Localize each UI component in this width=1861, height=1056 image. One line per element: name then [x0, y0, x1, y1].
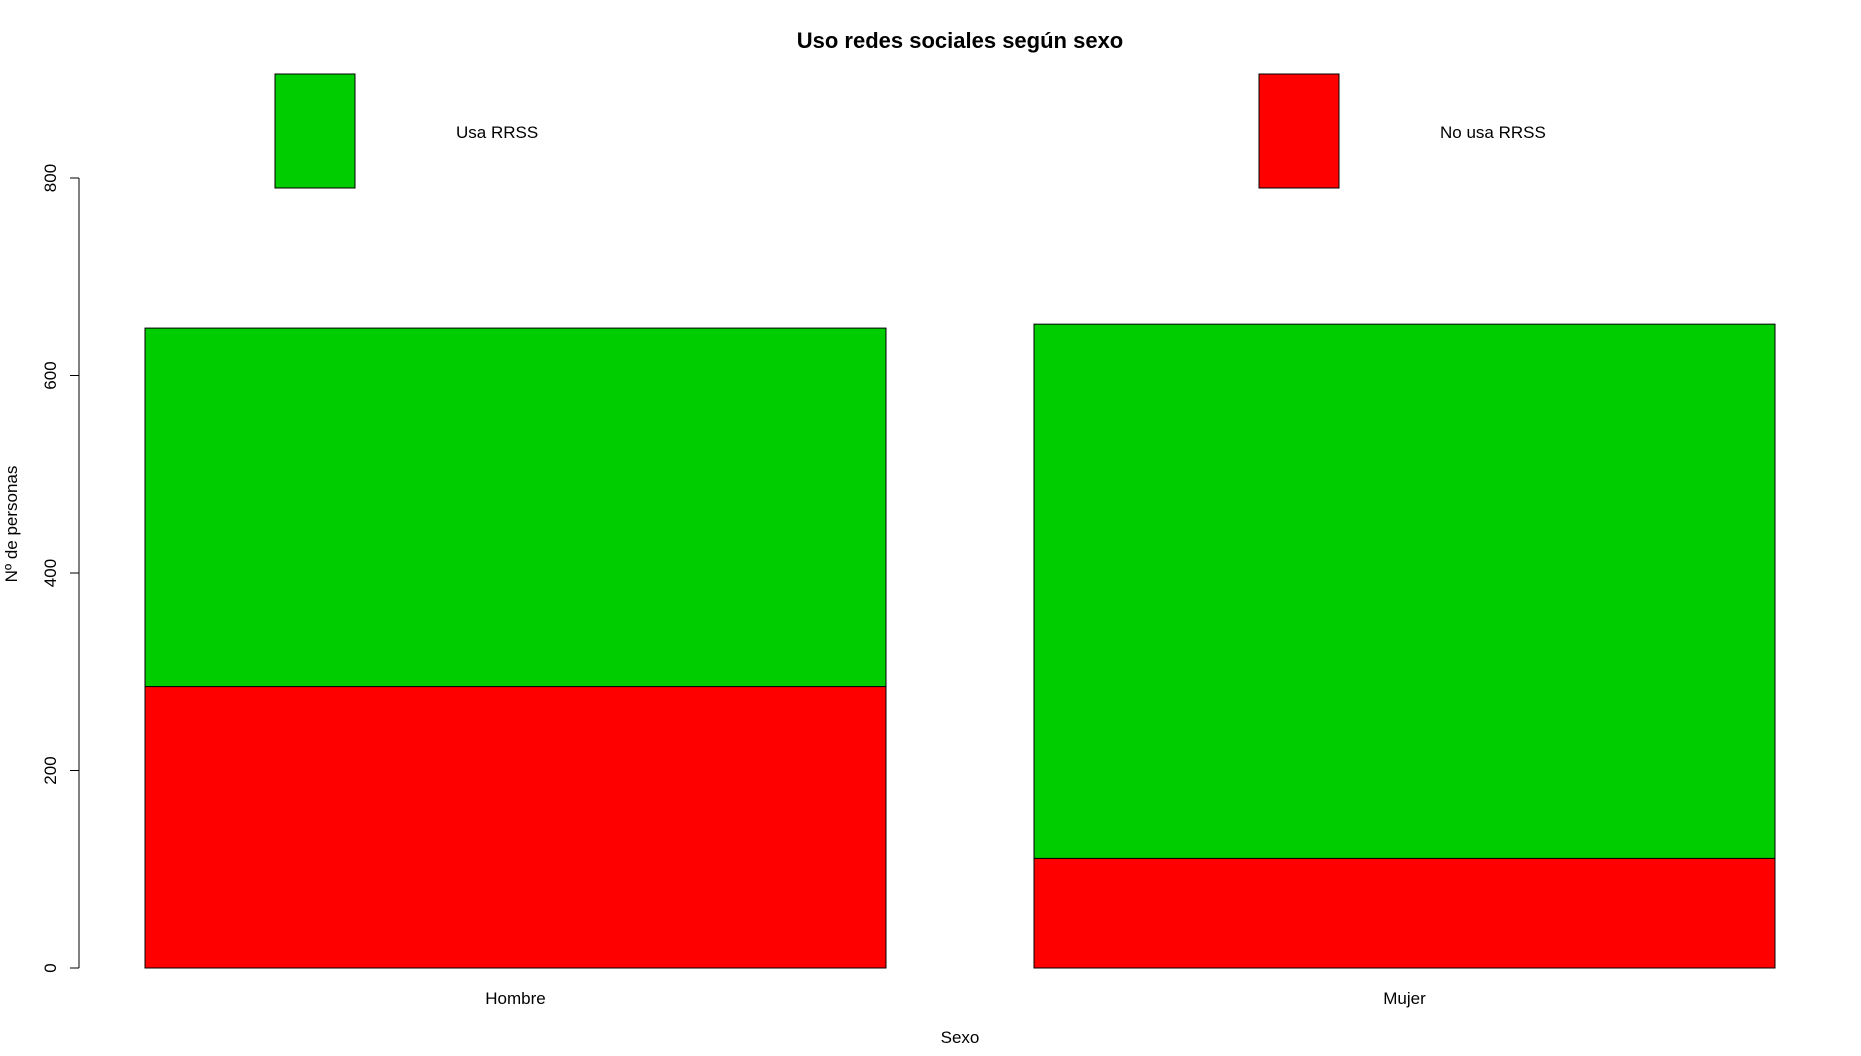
- chart-title: Uso redes sociales según sexo: [797, 28, 1124, 53]
- bar-mujer-usa-rrss: [1033, 323, 1776, 859]
- bars: [144, 323, 1776, 969]
- x-axis-label: Sexo: [941, 1028, 980, 1047]
- bar-mujer-no-usa-rrss: [1033, 857, 1776, 969]
- x-tick-label: Mujer: [1383, 989, 1426, 1008]
- bar-hombre-no-usa-rrss: [144, 686, 887, 969]
- y-axis: 0 200 400 600 800: [41, 164, 80, 973]
- y-tick-label: 400: [41, 559, 60, 587]
- y-axis-label: Nº de personas: [2, 466, 21, 583]
- bar-hombre-usa-rrss: [144, 327, 887, 688]
- y-tick-label: 800: [41, 164, 60, 192]
- legend-label-no-usa: No usa RRSS: [1440, 123, 1546, 142]
- legend-swatch-usa: [274, 73, 356, 189]
- legend-swatch-no-usa: [1258, 73, 1340, 189]
- y-tick-label: 200: [41, 756, 60, 784]
- legend: Usa RRSS No usa RRSS: [274, 73, 1546, 189]
- x-ticks: Hombre Mujer: [485, 989, 1426, 1008]
- y-tick-label: 600: [41, 361, 60, 389]
- y-tick-label: 0: [41, 963, 60, 972]
- legend-label-usa: Usa RRSS: [456, 123, 538, 142]
- x-tick-label: Hombre: [485, 989, 545, 1008]
